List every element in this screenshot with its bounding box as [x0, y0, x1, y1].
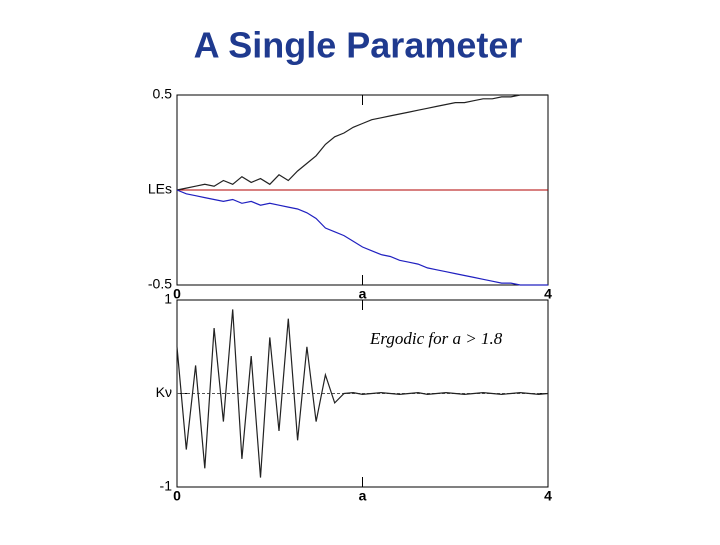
y-tick-label: -1	[160, 478, 173, 494]
y-tick-label: LEs	[148, 181, 172, 197]
data-line	[176, 309, 549, 478]
y-tick-label: -0.5	[148, 276, 172, 292]
data-line	[176, 189, 548, 286]
x-tick-label: 4	[544, 488, 552, 504]
y-tick-label: 1	[164, 291, 172, 307]
x-tick-label: a	[359, 488, 367, 504]
x-tick-label: 4	[544, 286, 552, 302]
data-line	[176, 94, 548, 191]
slide-title: A Single Parameter	[194, 25, 523, 66]
y-tick-label: 0.5	[153, 86, 173, 102]
x-tick-label: 0	[173, 286, 181, 302]
x-tick-label: a	[359, 286, 367, 302]
x-tick-label: 0	[173, 488, 181, 504]
annotation: Ergodic for a > 1.8	[369, 329, 503, 348]
y-tick-label: Kν	[156, 384, 172, 400]
